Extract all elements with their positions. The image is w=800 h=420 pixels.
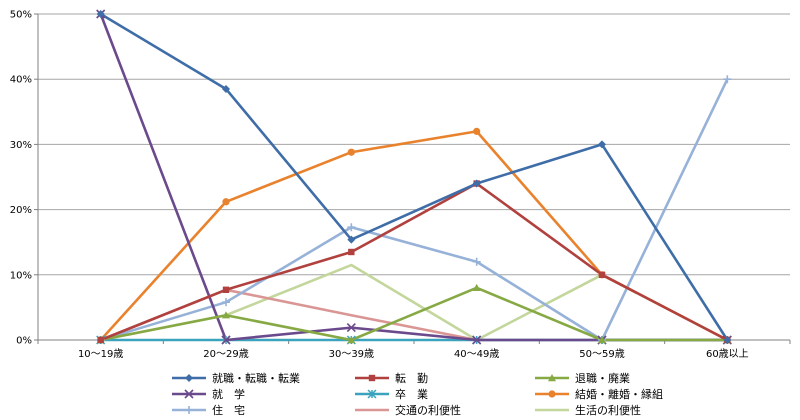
series-line (100, 182, 728, 342)
data-point-marker (472, 179, 481, 188)
data-point-marker (222, 311, 230, 319)
y-tick-label: 50% (10, 10, 32, 21)
y-tick-label: 20% (10, 205, 32, 216)
series-line (99, 130, 728, 342)
series-line (100, 286, 728, 342)
data-point-marker (222, 298, 230, 307)
legend-item: 転 勤 (355, 372, 428, 385)
legend-item: 就職・転職・転業 (172, 371, 300, 385)
legend-label: 卒 業 (395, 387, 428, 401)
data-point-marker (472, 335, 482, 345)
legend-item: 住 宅 (172, 403, 245, 417)
data-point-marker (472, 283, 481, 292)
y-tick-labels: 0% 10% 20% 30% 40% 50% (10, 10, 32, 347)
x-tick-label: 20〜29歳 (203, 348, 248, 360)
series-markers (96, 9, 732, 345)
legend-label: 結婚・離婚・縁組 (575, 387, 663, 401)
x-tick-label: 50〜59歳 (579, 348, 624, 360)
x-tick-label: 40〜49歳 (454, 348, 499, 360)
legend-label: 住 宅 (212, 403, 245, 417)
legend-label: 生活の利便性 (575, 403, 641, 417)
legend-item: 結婚・離婚・縁組 (535, 387, 663, 401)
axes (34, 13, 791, 344)
y-tick-label: 40% (10, 75, 32, 86)
data-point-marker (347, 148, 355, 156)
x-tick-label: 10〜19歳 (78, 348, 123, 360)
data-point-marker (185, 374, 193, 382)
legend-label: 交通の利便性 (395, 403, 461, 417)
legend-label: 転 勤 (395, 372, 428, 385)
series-lines (99, 12, 729, 342)
data-point-marker (723, 75, 732, 84)
data-point-marker (222, 286, 230, 293)
data-point-marker (348, 248, 355, 256)
data-point-marker (97, 336, 104, 344)
legend-label: 就 学 (212, 387, 245, 401)
data-point-marker (96, 10, 105, 18)
data-point-marker (221, 335, 231, 345)
x-tick-label: 60歳以上 (706, 348, 749, 360)
data-point-marker (723, 336, 732, 344)
legend-label: 就職・転職・転業 (212, 371, 300, 385)
data-point-marker (368, 374, 376, 382)
legend-item: 卒 業 (355, 387, 428, 401)
legend-item: 就 学 (172, 387, 245, 401)
data-point-marker (548, 390, 556, 398)
legend-item: 退職・廃業 (535, 371, 630, 385)
data-point-marker (598, 271, 606, 278)
legend-item: 生活の利便性 (535, 403, 641, 417)
series-line (100, 78, 729, 342)
data-point-marker (347, 223, 356, 232)
data-point-marker (185, 406, 193, 414)
data-point-marker (472, 257, 481, 266)
x-tick-labels: 10〜19歳 20〜29歳 30〜39歳 40〜49歳 50〜59歳 60歳以上 (78, 348, 749, 360)
legend: 就職・転職・転業 転 勤 退職・廃業就 学 卒 業 結婚・離婚・縁組住 宅 交通の利便性 生… (172, 371, 663, 417)
y-tick-label: 10% (10, 270, 32, 281)
y-tick-label: 0% (16, 336, 32, 347)
x-tick-label: 30〜39歳 (329, 348, 374, 360)
data-point-marker (367, 389, 377, 399)
y-tick-label: 30% (10, 140, 32, 151)
data-point-marker (598, 140, 606, 149)
data-point-marker (347, 235, 356, 244)
data-point-marker (598, 336, 606, 344)
legend-item: 交通の利便性 (355, 403, 461, 417)
series-line (99, 12, 729, 341)
data-point-marker (548, 374, 556, 382)
data-point-marker (347, 336, 356, 344)
data-point-marker (346, 323, 356, 333)
data-point-marker (184, 389, 194, 399)
legend-label: 退職・廃業 (575, 371, 630, 385)
data-point-marker (222, 84, 230, 93)
data-point-marker (222, 198, 230, 206)
data-point-marker (473, 127, 481, 135)
